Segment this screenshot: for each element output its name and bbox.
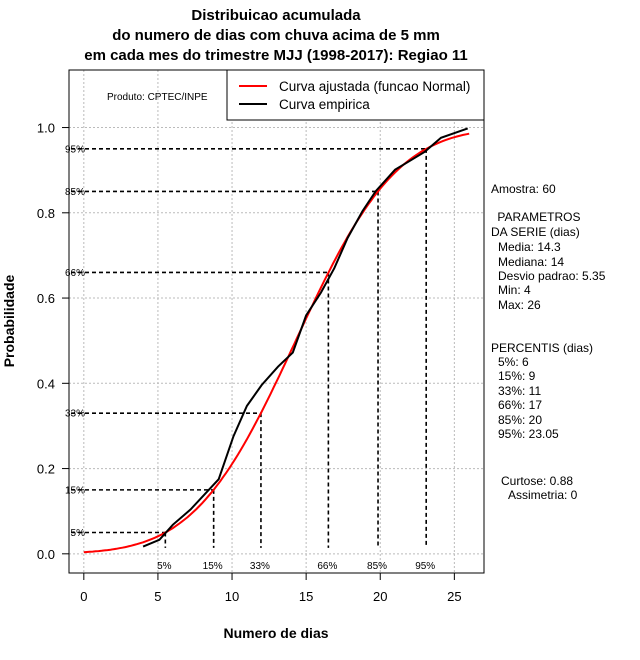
percentis-title: PERCENTIS (dias): [491, 341, 593, 355]
legend: Curva ajustada (funcao Normal) Curva emp…: [226, 69, 485, 121]
percentile-x-label: 5%: [157, 561, 172, 572]
percentil-85: 85%: 20: [498, 413, 542, 427]
y-tick-label: 0.8: [37, 206, 55, 221]
y-tick-label: 0.0: [37, 547, 55, 562]
chart-title-line-2: do numero de dias com chuva acima de 5 m…: [112, 27, 440, 44]
percentile-x-label: 33%: [250, 561, 270, 572]
legend-box: [226, 69, 485, 121]
y-tick-label: 0.6: [37, 291, 55, 306]
grid: [69, 70, 484, 573]
percentile-x-label: 95%: [415, 561, 435, 572]
params-title-2: DA SERIE (dias): [491, 225, 580, 239]
y-tick-label: 1.0: [37, 121, 55, 136]
param-media: Media: 14.3: [498, 240, 561, 254]
param-desvio: Desvio padrao: 5.35: [498, 269, 606, 283]
percentile-y-label: 95%: [65, 144, 85, 155]
percentile-x-label: 66%: [317, 561, 337, 572]
sample-size: Amostra: 60: [491, 182, 556, 196]
assimetria: Assimetria: 0: [508, 488, 578, 502]
curves: [83, 127, 470, 554]
percentile-y-label: 85%: [65, 187, 85, 198]
curtose: Curtose: 0.88: [501, 474, 573, 488]
percentil-15: 15%: 9: [498, 369, 536, 383]
y-tick-label: 0.2: [37, 462, 55, 477]
percentile-x-label: 15%: [203, 561, 223, 572]
percentile-y-label: 5%: [71, 528, 86, 539]
chart-title-line-3: em cada mes do trimestre MJJ (1998-2017)…: [84, 47, 468, 64]
percentil-5: 5%: 6: [498, 355, 529, 369]
percentile-x-label: 85%: [367, 561, 387, 572]
plot-frame: [68, 69, 485, 574]
percentile-y-label: 66%: [65, 268, 85, 279]
chart-title-line-1: Distribuicao acumulada: [191, 7, 361, 24]
legend-label-fitted: Curva ajustada (funcao Normal): [279, 79, 470, 94]
side-panel: Amostra: 60 PARAMETROS DA SERIE (dias) M…: [491, 182, 606, 502]
percentile-y-label: 15%: [65, 485, 85, 496]
legend-label-empirical: Curva empirica: [279, 97, 370, 112]
x-tick-label: 0: [80, 589, 87, 604]
percentil-95: 95%: 23.05: [498, 427, 559, 441]
x-tick-label: 25: [447, 589, 461, 604]
x-tick-label: 15: [299, 589, 313, 604]
x-tick-label: 20: [373, 589, 387, 604]
percentile-lines: 5% 5% 15% 15% 33% 33% 66% 66% 85% 85% 95% 95%: [65, 144, 435, 571]
series-line-curva-empirica: [142, 127, 469, 548]
percentil-66: 66%: 17: [498, 398, 542, 412]
x-tick-label: 5: [154, 589, 161, 604]
x-axis-label: Numero de dias: [223, 625, 328, 641]
param-mediana: Mediana: 14: [498, 255, 564, 269]
param-min: Min: 4: [498, 283, 531, 297]
percentil-33: 33%: 11: [498, 384, 541, 398]
y-axis-label: Probabilidade: [1, 275, 17, 368]
x-tick-label: 10: [225, 589, 239, 604]
axes: 0 5 10 15 20 25 0.0 0.2 0.4 0.6 0.8 1.0: [37, 121, 462, 604]
y-tick-label: 0.4: [37, 376, 55, 391]
param-max: Max: 26: [498, 298, 541, 312]
params-title-1: PARAMETROS: [494, 210, 580, 224]
credit-label: Produto: CPTEC/INPE: [107, 92, 208, 103]
percentile-y-label: 33%: [65, 409, 85, 420]
